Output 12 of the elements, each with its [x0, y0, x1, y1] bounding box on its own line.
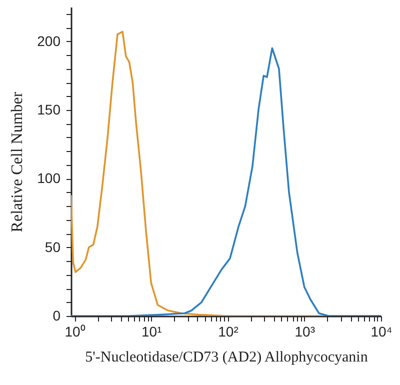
y-tick-label: 50	[44, 238, 61, 255]
y-tick-label: 100	[37, 170, 61, 186]
y-tick-label: 200	[37, 32, 61, 49]
x-tick-label: 10⁰	[64, 324, 86, 340]
x-tick-label: 10²	[218, 324, 239, 340]
y-axis-title: Relative Cell Number	[9, 91, 26, 232]
x-axis-title: 5'-Nucleotidase/CD73 (AD2) Allophycocyanin	[85, 350, 368, 366]
y-tick-label: 0	[52, 308, 61, 324]
x-tick-label: 10³	[294, 324, 316, 340]
y-tick-label: 150	[37, 102, 61, 118]
x-tick-label: 10⁴	[370, 324, 392, 340]
x-tick-label: 10¹	[142, 324, 162, 340]
